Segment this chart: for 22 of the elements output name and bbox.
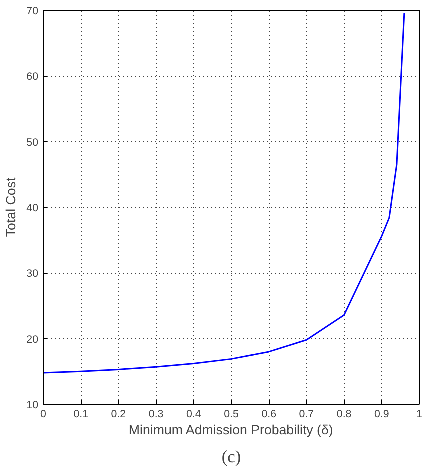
x-tick-label: 0.7 — [299, 408, 314, 420]
x-tick-label: 0.5 — [224, 408, 239, 420]
x-tick-label: 0.3 — [148, 408, 164, 420]
y-tick-label: 20 — [26, 334, 39, 346]
line-series — [44, 12, 406, 374]
y-tick-label: 70 — [26, 6, 39, 18]
y-tick-label: 40 — [26, 202, 39, 214]
x-tick-label: 1 — [416, 408, 423, 420]
x-tick-label: 0.1 — [74, 408, 89, 420]
text: (c) — [222, 448, 242, 466]
x-tick-label: 0 — [40, 408, 47, 420]
x-tick-label: 0.4 — [186, 408, 202, 420]
y-tick-label: 60 — [26, 71, 39, 84]
y-tick-label: 10 — [26, 400, 39, 412]
x-tick-label: 0.2 — [111, 408, 126, 420]
y-tick-label: 50 — [26, 136, 39, 149]
y-tick-label: 30 — [26, 268, 39, 280]
x-axis-title: Minimum Admission Probability (δ) — [128, 422, 334, 438]
x-tick-label: 0.6 — [262, 408, 277, 420]
y-axis-title: Total Cost — [4, 178, 19, 238]
x-tick-label: 0.9 — [374, 408, 390, 420]
x-tick-label: 0.8 — [336, 408, 352, 420]
